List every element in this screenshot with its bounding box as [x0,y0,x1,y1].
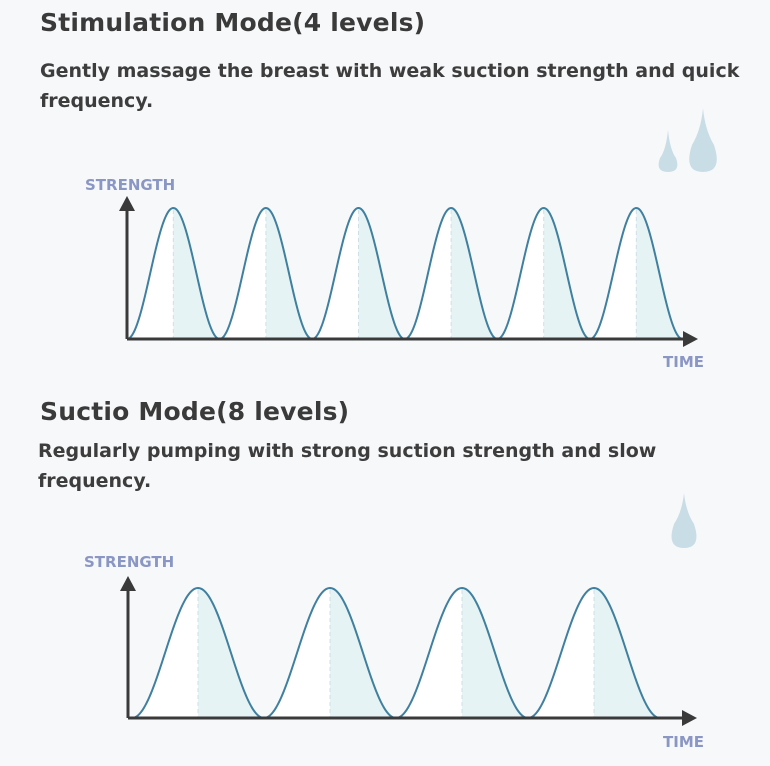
y-axis-label: STRENGTH [85,176,175,194]
y-axis-arrow [119,196,135,211]
x-axis-arrow [682,710,697,726]
x-axis-arrow [683,331,698,347]
x-axis-label: TIME [663,733,704,751]
x-axis-label: TIME [663,353,704,371]
water-drop-icon [671,493,697,548]
stimulation-mode-title: Stimulation Mode(4 levels) [40,8,426,37]
stimulation-waveform [119,196,698,347]
two-water-drops-icon [658,108,717,172]
suction-mode-title: Suctio Mode(8 levels) [40,397,350,426]
y-axis-arrow [120,576,136,591]
stimulation-mode-description: Gently massage the breast with weak suct… [40,60,740,112]
suction-mode-description: Regularly pumping with strong suction st… [38,440,657,492]
y-axis-label: STRENGTH [84,553,174,571]
waveform-curve [126,206,683,341]
suction-waveform [120,576,697,726]
